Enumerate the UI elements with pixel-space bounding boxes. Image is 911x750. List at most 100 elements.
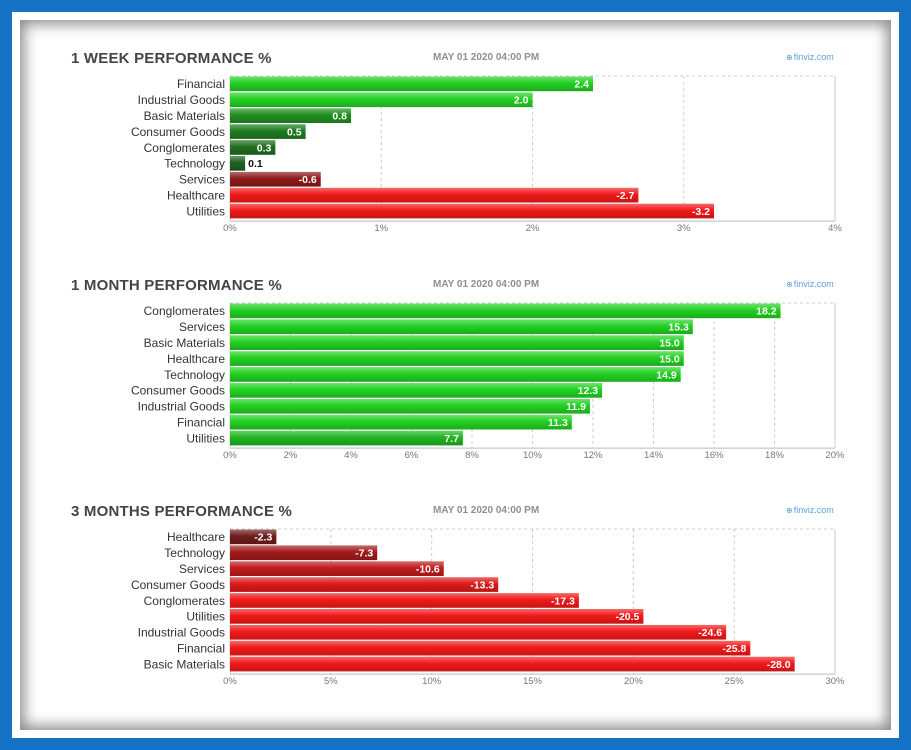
globe-icon: ⊕	[786, 53, 793, 62]
data-label: 2.4	[574, 79, 589, 91]
category-label: Basic Materials	[144, 336, 225, 350]
data-label: 11.3	[548, 417, 568, 429]
chart-title: 3 MONTHS PERFORMANCE %	[71, 503, 293, 520]
data-label: -7.3	[355, 548, 373, 560]
x-tick-label: 4%	[828, 223, 842, 234]
bar	[230, 529, 277, 545]
data-label: 15.0	[659, 353, 680, 365]
category-label: Healthcare	[167, 530, 225, 544]
bar	[230, 124, 306, 139]
category-label: Consumer Goods	[131, 384, 225, 398]
data-label: 12.3	[578, 385, 599, 397]
category-label: Financial	[177, 77, 225, 91]
x-tick-label: 2%	[526, 223, 540, 234]
chart-date: MAY 01 2020 04:00 PM	[433, 52, 540, 63]
x-tick-label: 0%	[223, 450, 237, 461]
data-label: -20.5	[615, 611, 639, 623]
month-bar-chart: 0% 2% 4% 6% 8% 10% 12% 14% 16% 18% 20% Conglomerate…	[131, 302, 845, 461]
bar	[230, 609, 644, 624]
chart-date: MAY 01 2020 04:00 PM	[433, 505, 540, 516]
category-label: Financial	[177, 642, 225, 656]
category-label: Utilities	[186, 431, 225, 445]
category-label: Services	[179, 562, 225, 576]
data-label: -10.6	[416, 564, 440, 576]
data-label: -28.0	[767, 659, 791, 671]
category-label: Services	[179, 173, 225, 187]
data-label: 2.0	[514, 95, 529, 107]
x-tick-label: 12%	[583, 450, 603, 461]
brand-text: finviz.com	[793, 505, 834, 515]
bar	[230, 108, 351, 123]
x-tick-label: 25%	[725, 676, 745, 687]
category-label: Consumer Goods	[131, 125, 225, 139]
bar	[230, 656, 795, 672]
category-label: Technology	[164, 368, 225, 382]
data-label: 18.2	[756, 306, 777, 318]
data-label: 14.9	[656, 369, 677, 381]
x-tick-label: 15%	[523, 676, 543, 687]
category-label: Technology	[164, 157, 225, 171]
bar	[230, 156, 246, 171]
category-label: Industrial Goods	[138, 400, 225, 414]
bar	[230, 187, 639, 203]
brand-text: finviz.com	[793, 279, 834, 289]
data-label: -13.3	[470, 579, 494, 591]
bar	[230, 351, 684, 366]
x-tick-label: 30%	[825, 676, 845, 687]
x-tick-label: 5%	[324, 676, 338, 687]
data-label: -0.6	[299, 174, 317, 186]
three-month-performance-panel: 3 MONTHS PERFORMANCE % MAY 01 2020 04:00…	[0, 503, 911, 729]
week-performance-panel: 1 WEEK PERFORMANCE % MAY 01 2020 04:00 P…	[0, 50, 911, 276]
data-label: 0.3	[257, 142, 272, 154]
category-label: Conglomerates	[144, 594, 225, 608]
category-label: Industrial Goods	[138, 626, 225, 640]
data-label: 7.7	[444, 433, 459, 445]
bar	[230, 92, 533, 108]
brand-link[interactable]: ⊕finviz.com	[786, 505, 834, 515]
bar	[230, 593, 579, 608]
category-label: Healthcare	[167, 189, 225, 203]
category-label: Utilities	[186, 204, 225, 218]
chart-title: 1 WEEK PERFORMANCE %	[71, 50, 272, 67]
data-label: -3.2	[692, 206, 710, 218]
brand-link[interactable]: ⊕finviz.com	[786, 279, 834, 289]
x-tick-label: 0%	[223, 223, 237, 234]
bar	[230, 577, 499, 592]
x-tick-label: 18%	[765, 450, 785, 461]
data-label: -2.7	[616, 190, 634, 202]
data-label: 0.8	[332, 111, 347, 123]
chart-title: 1 MONTH PERFORMANCE %	[71, 277, 282, 294]
x-tick-label: 1%	[374, 223, 388, 234]
x-tick-label: 10%	[523, 450, 543, 461]
bar	[230, 624, 727, 640]
category-label: Industrial Goods	[138, 93, 225, 107]
data-label: 15.3	[668, 322, 689, 334]
globe-icon: ⊕	[786, 280, 793, 289]
category-label: Technology	[164, 546, 225, 560]
bar	[230, 561, 444, 576]
data-label: 0.1	[248, 158, 263, 170]
category-label: Conglomerates	[144, 141, 225, 155]
x-tick-label: 0%	[223, 676, 237, 687]
bar	[230, 367, 681, 382]
data-label: 11.9	[566, 401, 586, 413]
data-label: -2.3	[254, 532, 272, 544]
category-label: Services	[179, 320, 225, 334]
brand-link[interactable]: ⊕finviz.com	[786, 52, 834, 62]
bar	[230, 319, 693, 335]
bar	[230, 335, 684, 350]
category-label: Basic Materials	[144, 109, 225, 123]
bar	[230, 203, 714, 219]
x-tick-label: 20%	[825, 450, 845, 461]
bar	[230, 76, 593, 92]
x-tick-label: 16%	[704, 450, 724, 461]
category-label: Consumer Goods	[131, 578, 225, 592]
x-tick-label: 3%	[677, 223, 691, 234]
category-label: Financial	[177, 416, 225, 430]
month-performance-panel: 1 MONTH PERFORMANCE % MAY 01 2020 04:00 …	[0, 277, 911, 503]
data-label: -24.6	[698, 627, 722, 639]
category-label: Healthcare	[167, 352, 225, 366]
category-label: Conglomerates	[144, 304, 225, 318]
data-label: 15.0	[659, 338, 680, 350]
three-month-bar-chart: 0% 5% 10% 15% 20% 25% 30% Healthcare -2.3 Technol…	[131, 528, 845, 687]
